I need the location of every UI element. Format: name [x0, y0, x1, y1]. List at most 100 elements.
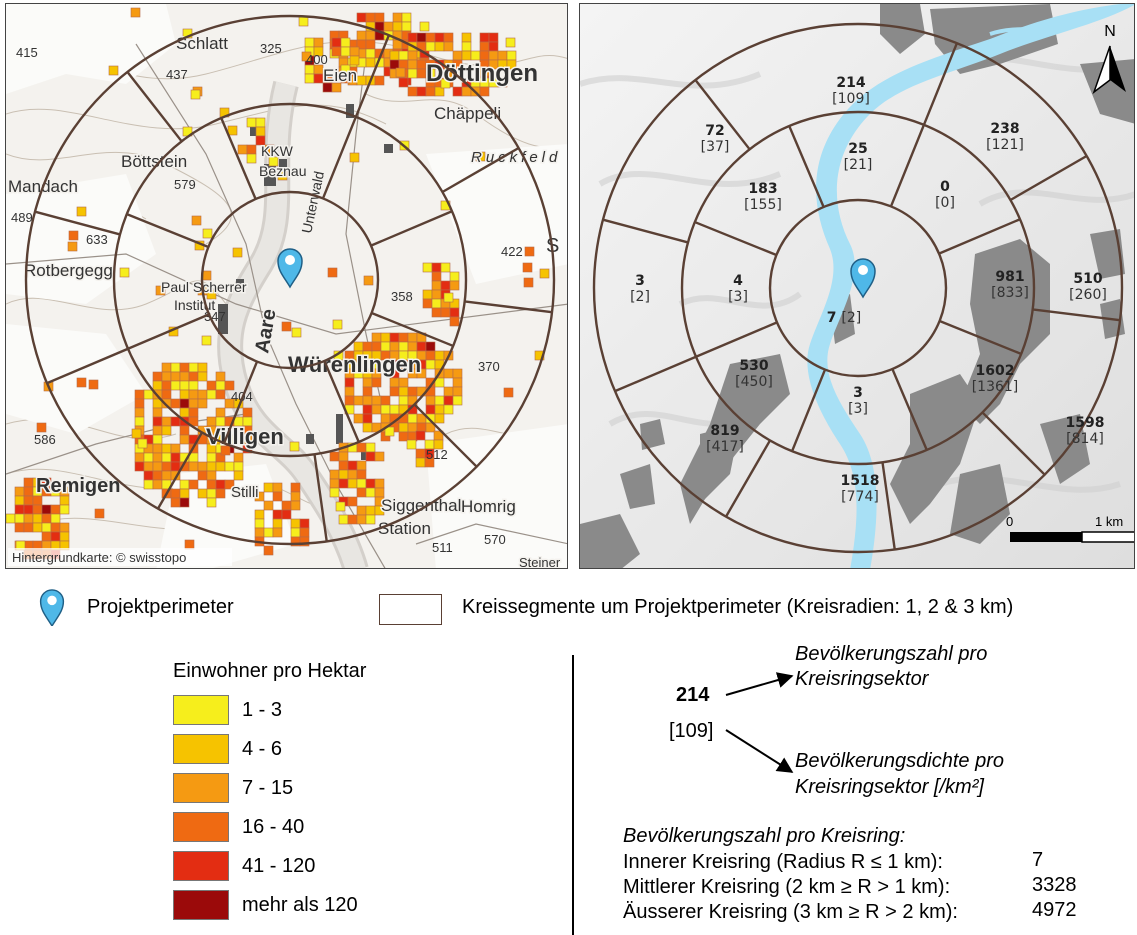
hectare-cell [365, 12, 376, 23]
sector-divider [939, 319, 1022, 356]
place-label: Paul Scherrer [161, 279, 247, 295]
hectare-cell [134, 461, 145, 472]
hectare-cell [395, 67, 406, 78]
hectare-cell [398, 50, 409, 61]
legend-segments-label: Kreissegmente um Projektperimeter (Kreis… [462, 596, 1014, 618]
sector-divider [938, 218, 1021, 255]
hectare-cell [246, 117, 257, 128]
hectare-cell [143, 389, 154, 400]
hectare-cell [497, 77, 508, 88]
hectare-cell [356, 30, 367, 41]
sector-label: 530 [450] [735, 358, 773, 390]
hectare-cell [347, 478, 358, 489]
sector-label: 1602 [1361] [972, 363, 1019, 395]
spot-height-label: 422 [501, 244, 523, 259]
hectare-cell [406, 439, 417, 450]
legend-perimeter-label: Projektperimeter [87, 596, 234, 618]
hectare-cell [383, 21, 394, 32]
hectare-cell [161, 362, 172, 373]
hectare-cell [365, 505, 376, 516]
hectare-cell [340, 73, 351, 84]
place-label: Station [378, 519, 431, 538]
spot-height-label: 358 [391, 289, 413, 304]
hectare-cell [227, 125, 238, 136]
density-description-line1: Bevölkerungsdichte pro [795, 750, 1005, 772]
hectare-cell [479, 41, 490, 52]
hectare-cell [344, 386, 355, 397]
hectare-cell [449, 316, 460, 327]
hectare-cell [340, 46, 351, 57]
hectare-cell [374, 12, 385, 23]
hectare-cell [23, 486, 34, 497]
hectare-cell [461, 41, 472, 52]
hectare-cell [161, 461, 172, 472]
ring-total-label: Innerer Kreisring (Radius R ≤ 1 km): [623, 851, 943, 873]
hectare-cell [14, 495, 25, 506]
hectare-cell [365, 39, 376, 50]
hectare-cell [479, 32, 490, 43]
hectare-cell [539, 268, 550, 279]
hectare-cell [349, 152, 360, 163]
hectare-cell [497, 50, 508, 61]
hectare-cell [443, 386, 454, 397]
hectare-cell [425, 422, 436, 433]
sector-divider [464, 300, 553, 314]
hectare-cell [206, 488, 217, 499]
spot-height-label: 512 [426, 447, 448, 462]
hectare-cell [374, 505, 385, 516]
hectare-cell [232, 247, 243, 258]
hectare-cell [130, 7, 141, 18]
sector-population-map: 7 [2] 25 [21] 0 [0] 981 [833] 1602 [1361] 3 [3] 530… [579, 3, 1135, 569]
sector-divider [354, 34, 391, 118]
hectare-cell [353, 341, 364, 352]
density-class-label: 41 - 120 [242, 854, 316, 877]
hectare-cell [398, 59, 409, 70]
hectare-cell [197, 488, 208, 499]
hectare-cell [443, 404, 454, 415]
hectare-cell [134, 452, 145, 463]
hectare-cell [281, 321, 292, 332]
hectare-cell [449, 307, 460, 318]
hectare-cell [407, 59, 418, 70]
sector-divider [127, 313, 210, 350]
hectare-cell [380, 332, 391, 343]
ring-3 [592, 22, 1124, 554]
hectare-cell [179, 389, 190, 400]
pop-description-line1: Bevölkerungszahl pro [795, 643, 988, 665]
hectare-cell [407, 32, 418, 43]
hectare-cell [152, 443, 163, 454]
sector-label: 72 [37] [701, 123, 730, 155]
hectare-cell [179, 479, 190, 490]
hectare-cell [206, 289, 217, 300]
hectare-cell [329, 451, 340, 462]
hectare-cell [479, 50, 490, 61]
sector-divider [220, 117, 257, 200]
hectare-cell [152, 434, 163, 445]
density-class-label: 4 - 6 [242, 737, 283, 760]
hectare-cell [434, 41, 445, 52]
hectare-cell [179, 425, 190, 436]
hectare-cell [356, 478, 367, 489]
hectare-cell [475, 151, 486, 162]
hectare-cell [161, 416, 172, 427]
hectare-cell [461, 86, 472, 97]
hectare-cell [425, 395, 436, 406]
hectare-cell [380, 404, 391, 415]
hectare-cell [206, 479, 217, 490]
hectare-cell [479, 86, 490, 97]
hectare-cell [170, 497, 181, 508]
hectare-cell [41, 504, 52, 515]
ring-total-value: 3328 [1032, 874, 1077, 896]
hectare-cell [356, 12, 367, 23]
ring-sectors [592, 22, 1124, 554]
hectare-cell [443, 395, 454, 406]
hectare-cell [50, 522, 61, 533]
hectare-cell [416, 341, 427, 352]
sector-divider [222, 361, 259, 444]
hectare-cell [220, 445, 231, 456]
hectare-cell [452, 386, 463, 397]
hectare-cell [365, 57, 376, 68]
hectare-cell [299, 527, 310, 538]
north-label: N [1104, 23, 1116, 40]
hectare-cell [268, 156, 279, 167]
